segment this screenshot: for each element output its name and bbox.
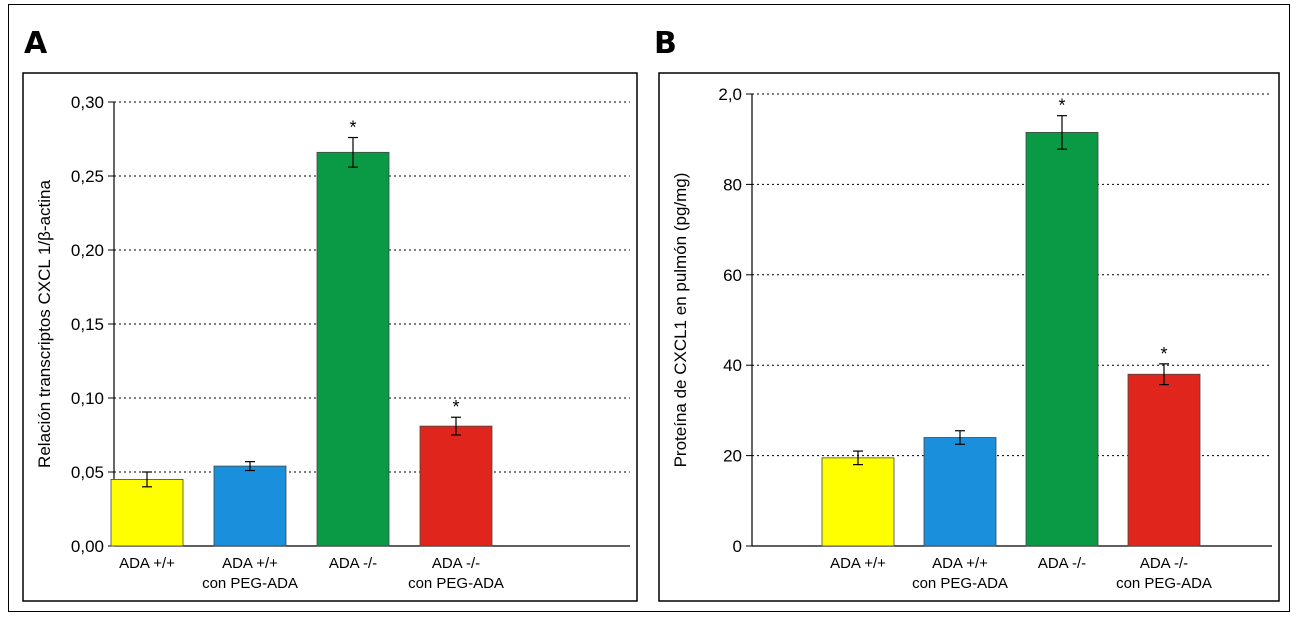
y-tick-label: 0,05 [71, 463, 104, 482]
y-tick-label: 80 [723, 175, 742, 194]
x-tick-label: ADA -/- [432, 555, 480, 572]
panel-letter-a: A [24, 26, 48, 61]
bar [923, 437, 997, 547]
y-tick-label: 0,10 [71, 389, 104, 408]
x-tick-label: con PEG-ADA [912, 575, 1008, 592]
chart-b: 0 20 40 60 80 2,0 Proteína de CXCL1 en pulmón … [658, 72, 1280, 602]
panel-box-a [22, 72, 638, 602]
significance-marker: * [349, 118, 356, 138]
chart-a: 0,00 0,05 0,10 0,15 0,20 0,25 0,30 Relación tra… [22, 72, 638, 602]
x-tick-label: ADA -/- [1140, 555, 1188, 572]
x-tick-label: con PEG-ADA [1116, 575, 1212, 592]
y-axis-label: Relación transcriptos CXCL 1/β-actina [35, 180, 54, 468]
y-tick-label: 0,00 [71, 537, 104, 556]
significance-marker: * [1058, 96, 1065, 116]
y-tick-label: 0,30 [71, 93, 104, 112]
y-tick-label: 0 [733, 537, 742, 556]
x-tick-label: ADA +/+ [932, 555, 988, 572]
x-tick-label: ADA +/+ [830, 555, 886, 572]
y-tick-label: 0,20 [71, 241, 104, 260]
significance-marker: * [452, 397, 459, 417]
y-tick-label: 40 [723, 356, 742, 375]
bar [821, 457, 895, 547]
y-tick-label: 60 [723, 266, 742, 285]
bar [419, 425, 493, 547]
y-tick-label: 20 [723, 447, 742, 466]
panel-box-b [658, 72, 1280, 602]
x-tick-label: ADA -/- [1038, 555, 1086, 572]
x-tick-label: ADA +/+ [222, 555, 278, 572]
bar [1025, 132, 1099, 547]
bar [1127, 373, 1201, 547]
bar [110, 478, 184, 547]
figure-frame [8, 4, 1290, 612]
x-tick-label: ADA +/+ [119, 555, 175, 572]
y-tick-label: 0,25 [71, 167, 104, 186]
bar [213, 465, 287, 547]
bar [316, 151, 390, 547]
y-axis-label: Proteína de CXCL1 en pulmón (pg/mg) [671, 173, 690, 468]
panel-letter-b: B [654, 26, 677, 61]
y-tick-label: 0,15 [71, 315, 104, 334]
x-tick-label: ADA -/- [329, 555, 377, 572]
significance-marker: * [1160, 344, 1167, 364]
y-tick-label: 2,0 [718, 85, 742, 104]
x-tick-label: con PEG-ADA [408, 575, 504, 592]
x-tick-label: con PEG-ADA [202, 575, 298, 592]
